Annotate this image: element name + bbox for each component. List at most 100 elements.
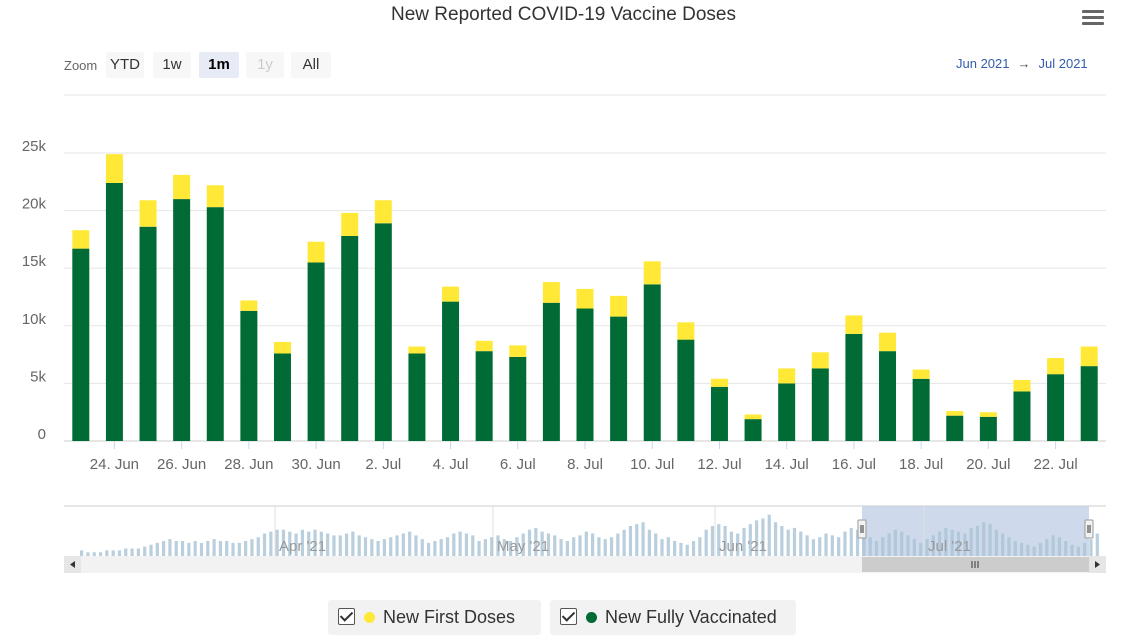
bar-fully-vaccinated[interactable] [105, 182, 123, 441]
zoom-1w-button[interactable]: 1w [153, 52, 191, 78]
bar-fully-vaccinated[interactable] [374, 223, 392, 441]
hamburger-icon[interactable] [1082, 10, 1104, 30]
navigator-bar [269, 531, 273, 556]
bar-first-doses[interactable] [643, 261, 661, 285]
bar-fully-vaccinated[interactable] [240, 310, 258, 441]
bar-fully-vaccinated[interactable] [979, 416, 997, 441]
bar-fully-vaccinated[interactable] [1013, 391, 1031, 441]
bar-first-doses[interactable] [105, 154, 123, 183]
bar-fully-vaccinated[interactable] [677, 339, 695, 441]
navigator-bar [1038, 542, 1043, 556]
bar-fully-vaccinated[interactable] [173, 199, 191, 441]
bar-fully-vaccinated[interactable] [1047, 374, 1065, 441]
bar-fully-vaccinated[interactable] [139, 226, 157, 441]
navigator-bar [199, 542, 204, 556]
bar-first-doses[interactable] [206, 185, 224, 208]
bar-fully-vaccinated[interactable] [307, 262, 325, 441]
bar-fully-vaccinated[interactable] [710, 386, 728, 441]
bar-first-doses[interactable] [240, 300, 258, 311]
bar-first-doses[interactable] [946, 411, 964, 416]
navigator-bar [609, 537, 614, 556]
legend-label-fully-vaccinated: New Fully Vaccinated [605, 607, 777, 627]
bar-first-doses[interactable] [273, 341, 291, 354]
navigator-bar [673, 541, 677, 556]
bar-first-doses[interactable] [610, 295, 628, 317]
bar-fully-vaccinated[interactable] [341, 235, 359, 441]
scrollbar-track[interactable] [64, 556, 1106, 573]
navigator-bar [1019, 542, 1024, 556]
navigator-bar [603, 539, 607, 556]
navigator-bar [193, 541, 197, 556]
bar-first-doses[interactable] [912, 369, 930, 379]
x-tick-label: 24. Jun [90, 456, 139, 473]
navigator-bar [969, 527, 973, 556]
navigator-bar [830, 535, 834, 556]
navigator-bar [698, 537, 702, 556]
bar-fully-vaccinated[interactable] [206, 207, 224, 441]
bar-first-doses[interactable] [811, 352, 829, 369]
legend-first-doses[interactable]: New First Doses [328, 600, 541, 635]
zoom-ytd-button[interactable]: YTD [106, 52, 144, 78]
bar-fully-vaccinated[interactable] [946, 415, 964, 441]
bar-first-doses[interactable] [1013, 379, 1031, 392]
bar-first-doses[interactable] [509, 345, 527, 357]
bar-first-doses[interactable] [710, 378, 728, 387]
bar-first-doses[interactable] [173, 174, 191, 200]
navigator-bar [80, 550, 84, 556]
bar-fully-vaccinated[interactable] [845, 333, 863, 441]
navigator-bar [1064, 541, 1068, 556]
legend-checkbox-first-doses[interactable] [338, 608, 355, 625]
zoom-all-button[interactable]: All [291, 52, 331, 78]
bar-first-doses[interactable] [1047, 358, 1065, 375]
navigator-handle[interactable] [857, 519, 867, 539]
zoom-1m-button[interactable]: 1m [199, 52, 239, 78]
bar-first-doses[interactable] [845, 315, 863, 334]
bar-fully-vaccinated[interactable] [912, 378, 930, 441]
navigator-selected-range[interactable] [862, 506, 1089, 556]
bar-fully-vaccinated[interactable] [1080, 366, 1098, 441]
zoom-1y-button: 1y [246, 52, 284, 78]
bar-fully-vaccinated[interactable] [778, 383, 796, 441]
bar-fully-vaccinated[interactable] [442, 301, 460, 441]
bar-fully-vaccinated[interactable] [811, 368, 829, 441]
legend-fully-vaccinated[interactable]: New Fully Vaccinated [550, 600, 796, 635]
bar-fully-vaccinated[interactable] [542, 302, 560, 441]
bar-fully-vaccinated[interactable] [576, 308, 594, 441]
navigator-handle[interactable] [1084, 519, 1094, 539]
bar-first-doses[interactable] [879, 332, 897, 352]
bar-first-doses[interactable] [374, 200, 392, 224]
bar-fully-vaccinated[interactable] [643, 284, 661, 441]
navigator-bar [742, 527, 746, 556]
bar-fully-vaccinated[interactable] [879, 351, 897, 441]
bar-first-doses[interactable] [72, 230, 90, 249]
navigator-bar [86, 552, 90, 556]
bar-fully-vaccinated[interactable] [273, 353, 291, 441]
legend-checkbox-fully-vaccinated[interactable] [560, 608, 577, 625]
bar-first-doses[interactable] [307, 241, 325, 263]
bar-fully-vaccinated[interactable] [509, 356, 527, 441]
bar-first-doses[interactable] [979, 412, 997, 417]
bar-first-doses[interactable] [542, 282, 560, 303]
bar-first-doses[interactable] [744, 414, 762, 420]
bar-first-doses[interactable] [576, 288, 594, 309]
navigator-bar [370, 539, 374, 556]
bar-first-doses[interactable] [778, 368, 796, 384]
bar-first-doses[interactable] [341, 212, 359, 236]
bar-fully-vaccinated[interactable] [72, 248, 90, 441]
bar-fully-vaccinated[interactable] [475, 351, 493, 441]
range-to[interactable]: Jul 2021 [1038, 56, 1088, 71]
bar-first-doses[interactable] [475, 340, 493, 352]
navigator-bar [559, 539, 563, 556]
range-from[interactable]: Jun 2021 [956, 56, 1010, 71]
bar-first-doses[interactable] [408, 346, 426, 354]
bar-fully-vaccinated[interactable] [408, 353, 426, 441]
bar-first-doses[interactable] [442, 286, 460, 302]
bar-first-doses[interactable] [1080, 346, 1098, 367]
navigator-bar [426, 542, 431, 556]
bar-fully-vaccinated[interactable] [610, 316, 628, 441]
bar-fully-vaccinated[interactable] [744, 419, 762, 441]
navigator-bar [855, 529, 860, 556]
bar-first-doses[interactable] [677, 322, 695, 340]
bar-first-doses[interactable] [139, 200, 157, 227]
